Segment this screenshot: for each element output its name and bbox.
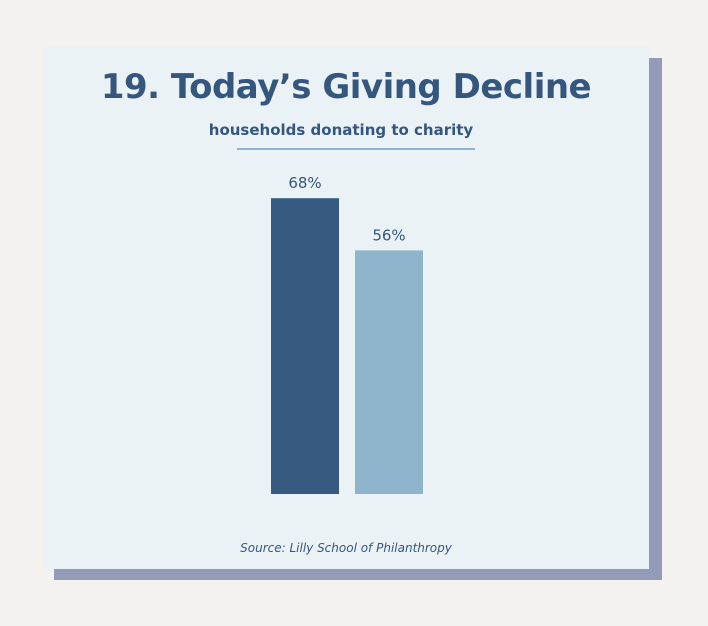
bar-2-value-label: 56%	[372, 226, 405, 244]
source-note: Source: Lilly School of Philanthropy	[240, 541, 452, 555]
bar-1	[271, 198, 339, 494]
infographic-card: 19. Today’s Giving Decline households do…	[43, 47, 649, 569]
bar-chart: 68% 56%	[271, 174, 423, 494]
bar-2	[355, 250, 423, 494]
chart-title: 19. Today’s Giving Decline	[100, 67, 592, 107]
chart-subtitle: households donating to charity	[208, 121, 474, 139]
bar-1-value-label: 68%	[288, 174, 321, 192]
subtitle-underline	[237, 148, 475, 150]
